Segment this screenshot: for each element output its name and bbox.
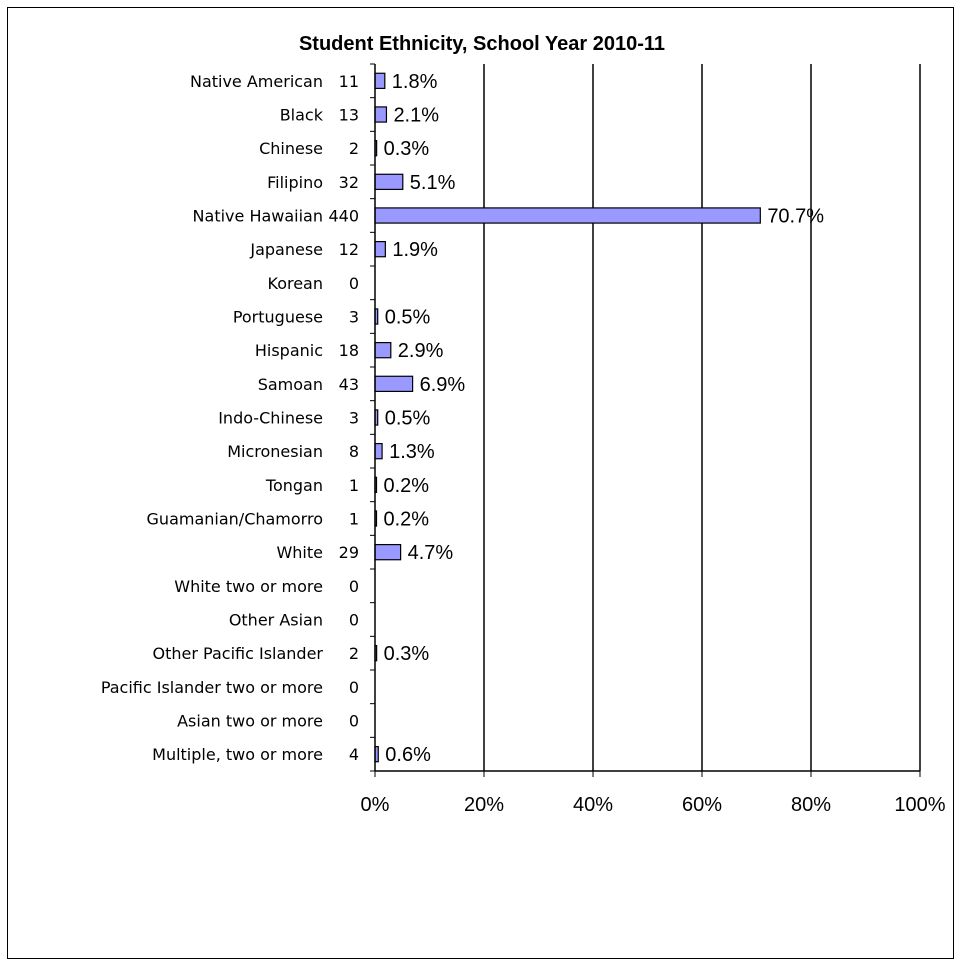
category-label: Multiple, two or more	[152, 745, 323, 764]
category-label: Indo-Chinese	[218, 409, 323, 428]
bar	[374, 173, 404, 191]
bar	[374, 106, 388, 123]
data-label: 1.8%	[392, 71, 438, 93]
data-label: 1.3%	[389, 441, 435, 463]
bar	[374, 207, 761, 224]
count-label: 12	[339, 240, 359, 259]
data-label: 0.3%	[384, 138, 430, 160]
bar	[374, 375, 414, 393]
x-tick-label: 80%	[791, 794, 831, 816]
category-label: White	[276, 543, 323, 562]
chart-title: Student Ethnicity, School Year 2010-11	[299, 33, 665, 55]
bar	[374, 442, 383, 460]
count-label: 0	[349, 712, 359, 731]
category-label: Korean	[268, 274, 324, 293]
data-label: 5.1%	[410, 172, 456, 194]
bar	[374, 240, 386, 258]
category-label: Portuguese	[233, 308, 323, 327]
category-label: Pacific Islander two or more	[101, 678, 323, 697]
category-label: Hispanic	[255, 341, 323, 360]
count-label: 1	[349, 476, 359, 495]
count-label: 11	[339, 72, 359, 91]
chart-frame	[7, 7, 954, 959]
category-label: Tongan	[265, 476, 323, 495]
category-label: Other Pacific Islander	[153, 644, 324, 663]
category-label: Chinese	[259, 139, 323, 158]
category-label: Filipino	[267, 173, 323, 192]
count-label: 0	[349, 611, 359, 630]
category-label: Black	[280, 106, 324, 125]
x-tick-label: 60%	[682, 794, 722, 816]
data-label: 2.9%	[398, 340, 444, 362]
count-label: 29	[339, 543, 359, 562]
data-label: 0.6%	[385, 744, 431, 766]
count-label: 1	[349, 510, 359, 529]
category-label: Native Hawaiian	[193, 207, 323, 226]
count-label: 8	[349, 442, 359, 461]
count-label: 0	[349, 678, 359, 697]
category-label: Micronesian	[227, 442, 323, 461]
category-label: Asian two or more	[177, 712, 323, 731]
data-label: 6.9%	[420, 374, 466, 396]
category-label: Samoan	[258, 375, 323, 394]
data-label: 0.5%	[385, 408, 431, 430]
data-label: 0.2%	[384, 475, 430, 497]
gridlines	[483, 64, 921, 771]
count-label: 43	[339, 375, 359, 394]
category-label: White two or more	[174, 577, 323, 596]
bars: 1.8% 2.1% 0.3% 5.1% 70.7% 1.9% 0.5% 2.9% 6.9% 0.5…	[374, 71, 824, 766]
x-tick-label: 40%	[573, 794, 613, 816]
count-label: 3	[349, 308, 359, 327]
x-tick-label: 20%	[464, 794, 504, 816]
count-label: 0	[349, 577, 359, 596]
category-label: Japanese	[249, 240, 323, 259]
data-label: 70.7%	[767, 206, 824, 228]
count-label: 32	[339, 173, 359, 192]
x-tick-label: 0%	[361, 794, 390, 816]
data-label: 0.3%	[384, 643, 430, 665]
count-label: 2	[349, 139, 359, 158]
bar	[374, 543, 402, 561]
data-label: 4.7%	[408, 542, 454, 564]
data-label: 2.1%	[393, 105, 439, 127]
x-tick-labels: 0% 20% 40% 60% 80% 100%	[361, 794, 946, 816]
count-label: 13	[339, 106, 359, 125]
data-label: 0.2%	[384, 509, 430, 531]
category-label: Other Asian	[229, 611, 323, 630]
bar	[374, 72, 386, 90]
count-label: 3	[349, 409, 359, 428]
category-label: Native American	[190, 72, 323, 91]
count-label: 0	[349, 274, 359, 293]
count-label: 2	[349, 644, 359, 663]
count-label: 440	[328, 207, 359, 226]
data-label: 0.5%	[385, 307, 431, 329]
category-label: Guamanian/Chamorro	[147, 510, 323, 529]
data-label: 1.9%	[392, 239, 438, 261]
count-label: 4	[349, 745, 359, 764]
x-tick-label: 100%	[894, 794, 945, 816]
bar	[374, 341, 392, 359]
axes	[370, 63, 921, 777]
count-label: 18	[339, 341, 359, 360]
